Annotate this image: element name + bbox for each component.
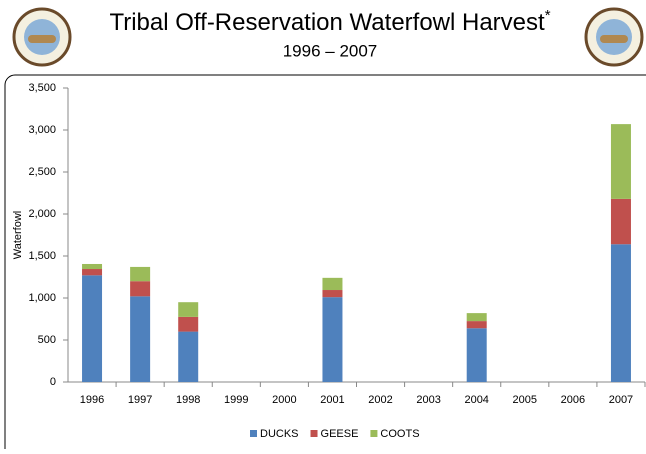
chart-title: Tribal Off-Reservation Waterfowl Harvest… xyxy=(109,7,550,36)
chart-subtitle: 1996 – 2007 xyxy=(283,41,378,60)
legend-label: DUCKS xyxy=(260,428,299,440)
x-tick-label: 1999 xyxy=(224,394,248,406)
x-tick-label: 2005 xyxy=(513,394,537,406)
y-tick-label: 2,000 xyxy=(28,208,56,220)
x-tick-label: 2000 xyxy=(272,394,296,406)
logo-right xyxy=(584,7,644,67)
x-tick-label: 2004 xyxy=(464,394,488,406)
y-tick-label: 1,000 xyxy=(28,292,56,304)
y-tick-label: 2,500 xyxy=(28,166,56,178)
legend-swatch xyxy=(250,430,257,437)
x-tick-label: 2007 xyxy=(609,394,633,406)
legend-label: GEESE xyxy=(321,428,359,440)
bar-segment xyxy=(322,290,343,298)
bar-segment xyxy=(130,266,151,282)
legend-swatch xyxy=(370,430,378,437)
bar-segment xyxy=(130,281,151,297)
chart-frame xyxy=(4,74,646,454)
x-tick-label: 2003 xyxy=(416,394,440,406)
y-tick-label: 1,500 xyxy=(28,250,56,262)
bar-segment xyxy=(178,302,199,317)
x-tick-label: 1997 xyxy=(128,394,152,406)
legend-swatch xyxy=(310,430,318,437)
bar-segment xyxy=(322,277,343,291)
x-tick-label: 1998 xyxy=(176,394,200,406)
legend-label: COOTS xyxy=(380,428,419,440)
x-tick-label: 1996 xyxy=(80,394,104,406)
x-tick-label: 2006 xyxy=(561,394,585,406)
x-tick-label: 2001 xyxy=(320,394,344,406)
y-tick-label: 3,500 xyxy=(28,82,56,94)
bar-segment xyxy=(322,297,343,382)
y-tick-label: 0 xyxy=(50,376,56,388)
y-tick-label: 500 xyxy=(38,334,56,346)
bar-segment xyxy=(82,269,103,276)
bar-segment xyxy=(466,313,487,322)
bar-segment xyxy=(466,321,487,329)
bar-segment xyxy=(610,198,631,245)
bar-segment xyxy=(610,244,631,382)
bar-segment xyxy=(610,124,631,199)
bar-segment xyxy=(130,296,151,382)
bar-segment xyxy=(178,331,199,382)
y-tick-label: 3,000 xyxy=(28,124,56,136)
y-axis-label: Waterfowl xyxy=(12,211,24,260)
bar-segment xyxy=(178,316,199,332)
bar-segment xyxy=(82,275,103,382)
logo-left xyxy=(12,7,72,67)
x-tick-label: 2002 xyxy=(368,394,392,406)
bar-segment xyxy=(466,328,487,382)
bar-segment xyxy=(82,263,103,270)
